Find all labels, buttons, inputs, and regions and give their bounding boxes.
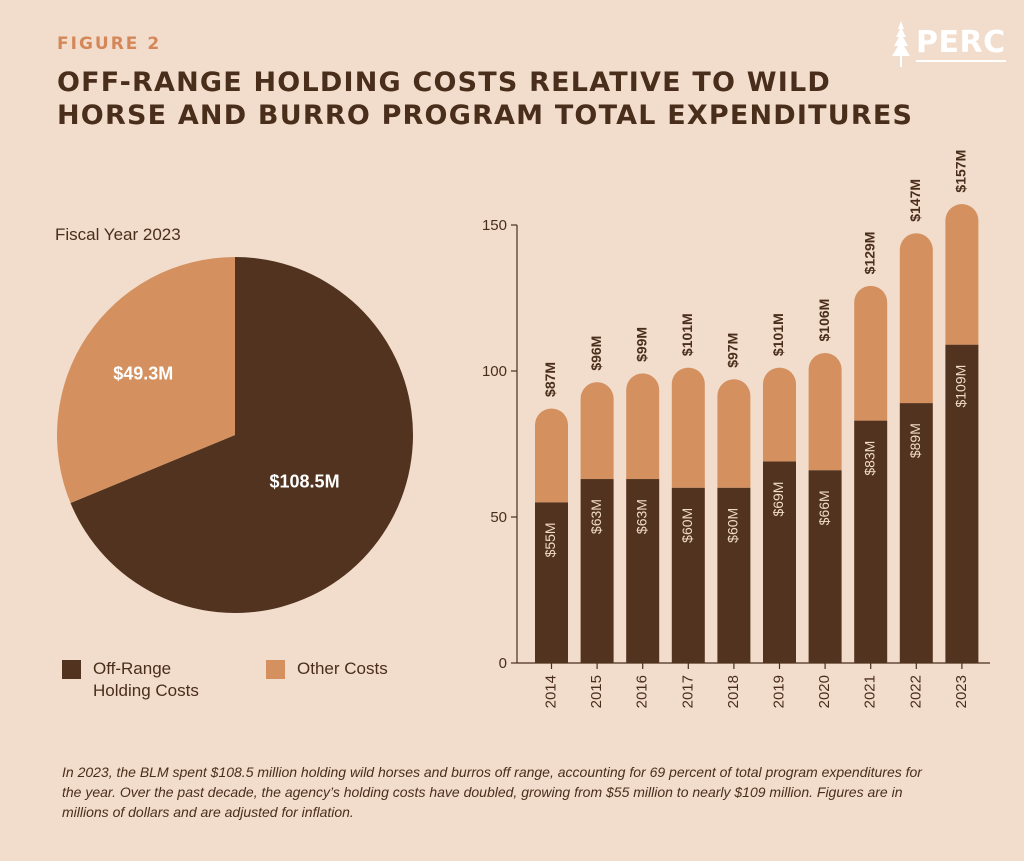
bar-total-label: $147M [907, 179, 923, 222]
bar-other-costs [808, 352, 842, 471]
y-tick-label: 50 [490, 509, 507, 526]
bar-segment-label: $69M [770, 482, 786, 517]
pie-slice-holding [70, 257, 414, 613]
bar-other-costs [763, 367, 796, 462]
bar-other-costs [535, 408, 568, 503]
x-tick-label: 2023 [953, 675, 970, 708]
bar-total-label: $96M [588, 336, 604, 371]
chart-title: OFF-RANGE HOLDING COSTS RELATIVE TO WILD… [57, 67, 914, 131]
y-tick-label: 100 [482, 363, 507, 380]
x-tick-label: 2018 [725, 675, 742, 708]
x-tick-label: 2019 [770, 675, 787, 708]
y-tick-label: 0 [499, 655, 507, 672]
pie-title: Fiscal Year 2023 [55, 225, 181, 244]
bar-other-costs [671, 367, 705, 488]
x-tick-label: 2022 [907, 675, 924, 708]
bar-chart: 0 50 100 150 $55M $87M 2014 $63M $96M 2015 $63M $99… [482, 150, 990, 708]
bar-other-costs [854, 285, 888, 421]
x-tick-label: 2015 [588, 675, 605, 708]
bar-holding-costs [808, 470, 842, 663]
bar-other-costs [899, 233, 933, 404]
legend-swatch-holding [62, 660, 81, 679]
bar-holding-costs [763, 461, 796, 663]
pie-slice-other [56, 257, 236, 504]
bar-other-costs [626, 373, 660, 480]
y-tick-label: 150 [482, 217, 507, 234]
bar-segment-label: $60M [725, 508, 741, 543]
bar-total-label: $106M [816, 299, 832, 342]
legend-holding: Off-Range Holding Costs [62, 658, 223, 702]
bar-other-costs [945, 204, 979, 345]
perc-logo: PERC [890, 18, 1010, 70]
x-tick-label: 2021 [862, 675, 879, 708]
pie-label-holding: $108.5M [270, 471, 340, 491]
legend-other: Other Costs [266, 658, 447, 680]
bar-total-label: $157M [953, 150, 969, 193]
pie-label-other: $49.3M [113, 364, 173, 384]
bar-segment-label: $63M [633, 499, 649, 534]
bar-holding-costs [854, 420, 888, 663]
pie-chart: $108.5M $49.3M [56, 257, 414, 613]
bar-total-label: $87M [542, 362, 558, 397]
bar-segment-label: $55M [542, 522, 558, 557]
bar-other-costs [580, 382, 614, 480]
bar-total-label: $129M [861, 232, 877, 275]
legend-swatch-other [266, 660, 285, 679]
bar-holding-costs [535, 502, 568, 663]
bar-segment-label: $66M [816, 490, 832, 525]
bar-segment-label: $89M [907, 423, 923, 458]
bar-segment-label: $83M [861, 441, 877, 476]
bar-holding-costs [626, 479, 660, 663]
logo-text: PERC [916, 25, 1006, 62]
bar-segment-label: $60M [679, 508, 695, 543]
bar-holding-costs [671, 487, 705, 663]
bar-total-label: $101M [770, 313, 786, 356]
chart-note: In 2023, the BLM spent $108.5 million ho… [62, 764, 922, 820]
legend-label-other: Other Costs [297, 659, 388, 678]
bar-holding-costs [717, 487, 751, 663]
tree-icon [892, 21, 910, 67]
x-tick-label: 2014 [542, 675, 559, 708]
x-tick-label: 2016 [634, 675, 651, 708]
legend-label-holding: Off-Range Holding Costs [93, 659, 199, 700]
bar-holding-costs [899, 403, 933, 663]
x-tick-label: 2020 [816, 675, 833, 708]
figure-label: FIGURE 2 [57, 34, 162, 54]
bar-segment-label: $63M [588, 499, 604, 534]
bar-holding-costs [580, 479, 614, 663]
bar-total-label: $97M [725, 333, 741, 368]
bar-total-label: $99M [633, 327, 649, 362]
bar-total-label: $101M [679, 313, 695, 356]
bar-other-costs [717, 379, 751, 488]
x-tick-label: 2017 [679, 675, 696, 708]
bar-segment-label: $109M [953, 365, 969, 408]
bar-holding-costs [945, 344, 979, 663]
